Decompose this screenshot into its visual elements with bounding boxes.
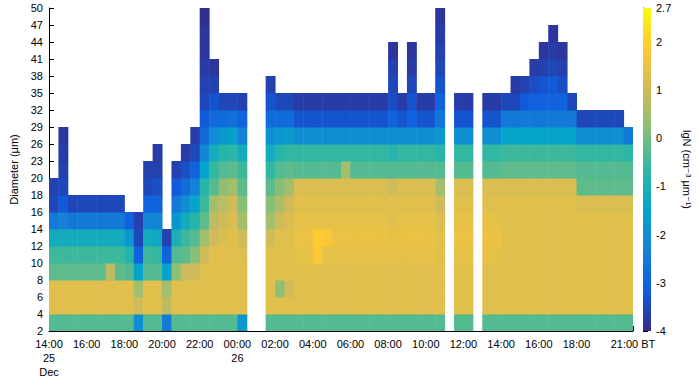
svg-text:41: 41 [31,53,43,65]
svg-text:18:00: 18:00 [111,338,139,350]
svg-text:4: 4 [37,308,43,320]
svg-text:38: 38 [31,70,43,82]
svg-text:08:00: 08:00 [374,338,402,350]
svg-text:Diameter (μm): Diameter (μm) [8,134,20,205]
svg-text:16:00: 16:00 [525,338,553,350]
svg-text:-3: -3 [656,277,666,289]
svg-text:00:00: 00:00 [224,338,252,350]
svg-text:14: 14 [31,223,43,235]
svg-text:6: 6 [37,291,43,303]
svg-text:2: 2 [656,36,662,48]
svg-text:18: 18 [31,189,43,201]
svg-text:12: 12 [31,240,43,252]
svg-text:1: 1 [656,84,662,96]
svg-text:16: 16 [31,206,43,218]
svg-text:44: 44 [31,36,43,48]
svg-text:26: 26 [231,352,243,364]
svg-text:lgN (cm⁻³ μm⁻¹): lgN (cm⁻³ μm⁻¹) [681,130,693,209]
svg-text:25: 25 [43,352,55,364]
svg-text:12:00: 12:00 [450,338,478,350]
svg-text:-4: -4 [656,325,666,337]
svg-text:20:00: 20:00 [148,338,176,350]
svg-text:18:00: 18:00 [563,338,591,350]
svg-text:23: 23 [31,155,43,167]
svg-text:10:00: 10:00 [412,338,440,350]
svg-text:16:00: 16:00 [73,338,101,350]
svg-text:06:00: 06:00 [337,338,365,350]
svg-text:0: 0 [656,132,662,144]
svg-text:32: 32 [31,104,43,116]
svg-text:26: 26 [31,138,43,150]
svg-text:20: 20 [31,172,43,184]
svg-text:02:00: 02:00 [261,338,289,350]
svg-text:14:00: 14:00 [487,338,515,350]
svg-text:8: 8 [37,274,43,286]
svg-text:21:00 BT: 21:00 BT [611,338,656,350]
svg-text:04:00: 04:00 [299,338,327,350]
svg-text:-1: -1 [656,180,666,192]
svg-text:22:00: 22:00 [186,338,214,350]
svg-text:14:00: 14:00 [35,338,63,350]
svg-text:10: 10 [31,257,43,269]
svg-text:2.7: 2.7 [656,2,671,14]
svg-text:-2: -2 [656,229,666,241]
svg-text:2: 2 [37,325,43,337]
svg-text:47: 47 [31,19,43,31]
svg-text:50: 50 [31,2,43,14]
svg-text:Dec: Dec [39,366,59,378]
svg-text:29: 29 [31,121,43,133]
svg-text:35: 35 [31,87,43,99]
